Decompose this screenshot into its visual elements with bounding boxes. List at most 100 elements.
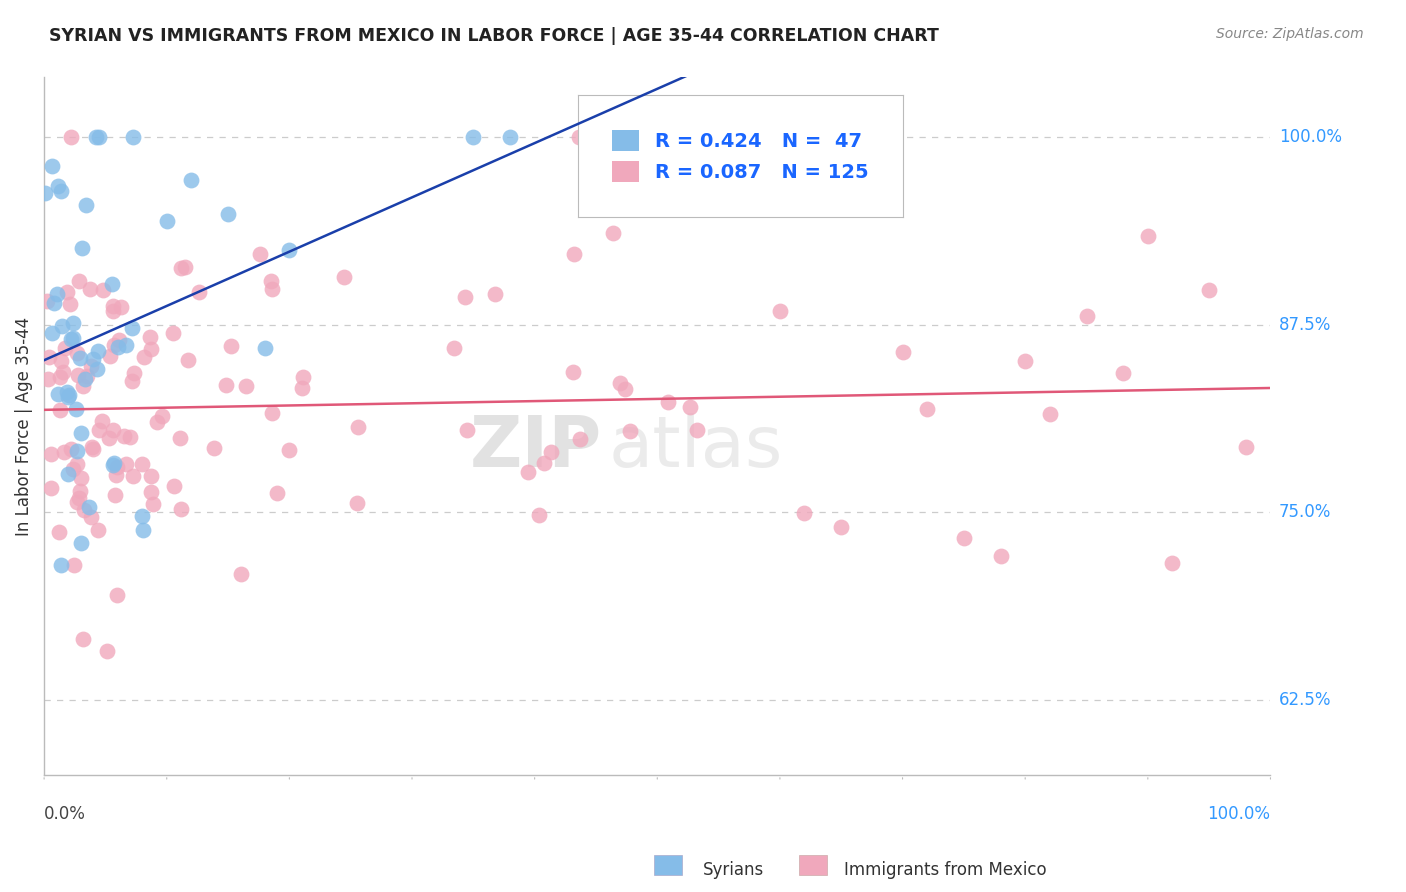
Point [72, 378, 94, 392]
Point [253, 341, 276, 355]
Point [562, 365, 585, 379]
Point [66, 443, 89, 458]
Point [38, 351, 60, 365]
Point [86, 523, 108, 537]
Point [82, 352, 104, 367]
Point [86, 362, 108, 376]
Text: 87.5%: 87.5% [1279, 316, 1331, 334]
Point [66, 494, 89, 508]
Point [262, 406, 284, 420]
Point [333, 269, 356, 284]
Bar [654, 855, 682, 875]
Point [277, 443, 299, 458]
Point [46, 179, 69, 194]
Point [70, 241, 93, 255]
Text: 0.0%: 0.0% [44, 805, 86, 823]
Point [98, 349, 121, 363]
Point [1198, 283, 1220, 297]
Point [1136, 228, 1159, 243]
Point [66, 345, 89, 359]
Point [62, 462, 84, 476]
Point [602, 227, 624, 241]
Point [51, 318, 73, 333]
Point [1112, 366, 1135, 380]
Point [121, 130, 143, 145]
Point [87, 423, 110, 437]
Text: 62.5%: 62.5% [1279, 691, 1331, 709]
Point [769, 304, 792, 318]
Point [105, 467, 128, 482]
Point [686, 423, 709, 437]
Point [260, 282, 283, 296]
Point [169, 431, 191, 445]
Text: Immigrants from Mexico: Immigrants from Mexico [844, 861, 1046, 879]
Point [134, 351, 156, 365]
Point [91, 414, 114, 428]
Point [75, 198, 97, 212]
Point [101, 277, 124, 291]
Text: ZIP: ZIP [470, 413, 602, 482]
Point [1161, 557, 1184, 571]
Point [76, 368, 98, 383]
Point [139, 485, 162, 500]
Point [39, 481, 62, 495]
Text: Source: ZipAtlas.com: Source: ZipAtlas.com [1216, 27, 1364, 41]
Point [101, 304, 124, 318]
Point [346, 496, 368, 510]
Point [48, 525, 70, 540]
Point [101, 458, 124, 473]
Point [41, 159, 63, 173]
Point [679, 401, 702, 415]
Point [62, 558, 84, 572]
Point [162, 326, 184, 340]
Point [80, 440, 103, 454]
Point [107, 459, 129, 474]
Point [55, 385, 77, 400]
Point [533, 456, 555, 470]
Point [614, 382, 637, 396]
Point [53, 444, 76, 458]
Point [49, 370, 72, 384]
Text: 100.0%: 100.0% [1208, 805, 1271, 823]
Point [42, 296, 65, 310]
Point [499, 130, 522, 145]
Point [107, 340, 129, 354]
Point [121, 468, 143, 483]
Point [278, 243, 301, 257]
Point [174, 260, 197, 274]
Point [150, 409, 173, 424]
Point [69, 351, 91, 366]
Point [1039, 407, 1062, 421]
Point [105, 588, 128, 602]
Point [73, 372, 96, 386]
Point [103, 338, 125, 352]
Point [529, 508, 551, 522]
Point [163, 479, 186, 493]
Point [891, 345, 914, 359]
Text: 100.0%: 100.0% [1279, 128, 1341, 146]
Point [62, 316, 84, 330]
Text: SYRIAN VS IMMIGRANTS FROM MEXICO IN LABOR FORCE | AGE 35-44 CORRELATION CHART: SYRIAN VS IMMIGRANTS FROM MEXICO IN LABO… [49, 27, 939, 45]
Point [70, 425, 93, 440]
Point [235, 379, 257, 393]
Point [249, 247, 271, 261]
Point [112, 429, 135, 443]
Point [953, 532, 976, 546]
Point [114, 338, 136, 352]
Bar [799, 855, 827, 875]
Point [122, 366, 145, 380]
Point [52, 365, 75, 379]
Point [443, 341, 465, 355]
Point [70, 536, 93, 550]
Point [121, 375, 143, 389]
Point [484, 286, 506, 301]
Point [990, 549, 1012, 564]
Point [93, 283, 115, 297]
Point [59, 297, 82, 311]
Point [291, 381, 314, 395]
Point [72, 632, 94, 647]
Point [58, 390, 80, 404]
Point [59, 332, 82, 346]
Point [110, 300, 132, 314]
Point [55, 285, 77, 300]
